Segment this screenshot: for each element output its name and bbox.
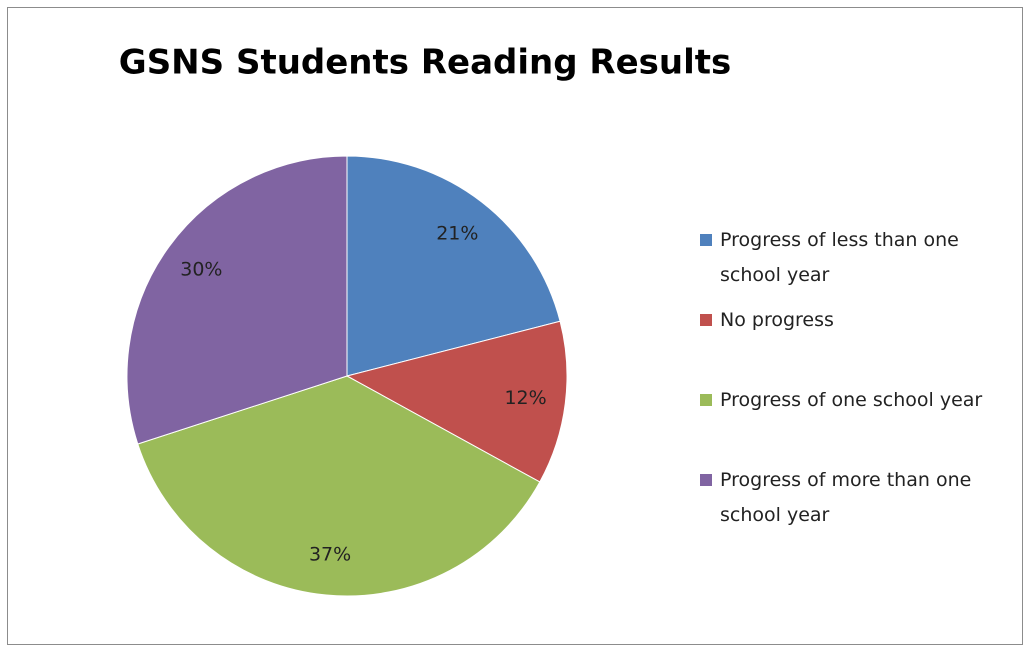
legend-swatch xyxy=(700,314,712,326)
pie-slice xyxy=(126,155,348,445)
data-label: 21% xyxy=(436,222,478,244)
data-label: 12% xyxy=(504,387,546,409)
chart-title: GSNS Students Reading Results xyxy=(119,43,731,83)
chart-border xyxy=(7,7,1023,645)
data-label: 37% xyxy=(309,544,351,566)
data-label: 30% xyxy=(180,259,222,281)
legend-swatch xyxy=(700,474,712,486)
legend-label: Progress of one school year xyxy=(720,389,983,411)
pie-slice xyxy=(346,155,561,377)
pie-slice xyxy=(345,320,568,483)
legend-label: Progress of more than one school year xyxy=(720,469,972,526)
legend-label: No progress xyxy=(720,309,834,331)
pie-slice xyxy=(137,375,541,597)
legend-label: Progress of less than one school year xyxy=(720,229,959,286)
legend-swatch xyxy=(700,394,712,406)
legend-swatch xyxy=(700,234,712,246)
